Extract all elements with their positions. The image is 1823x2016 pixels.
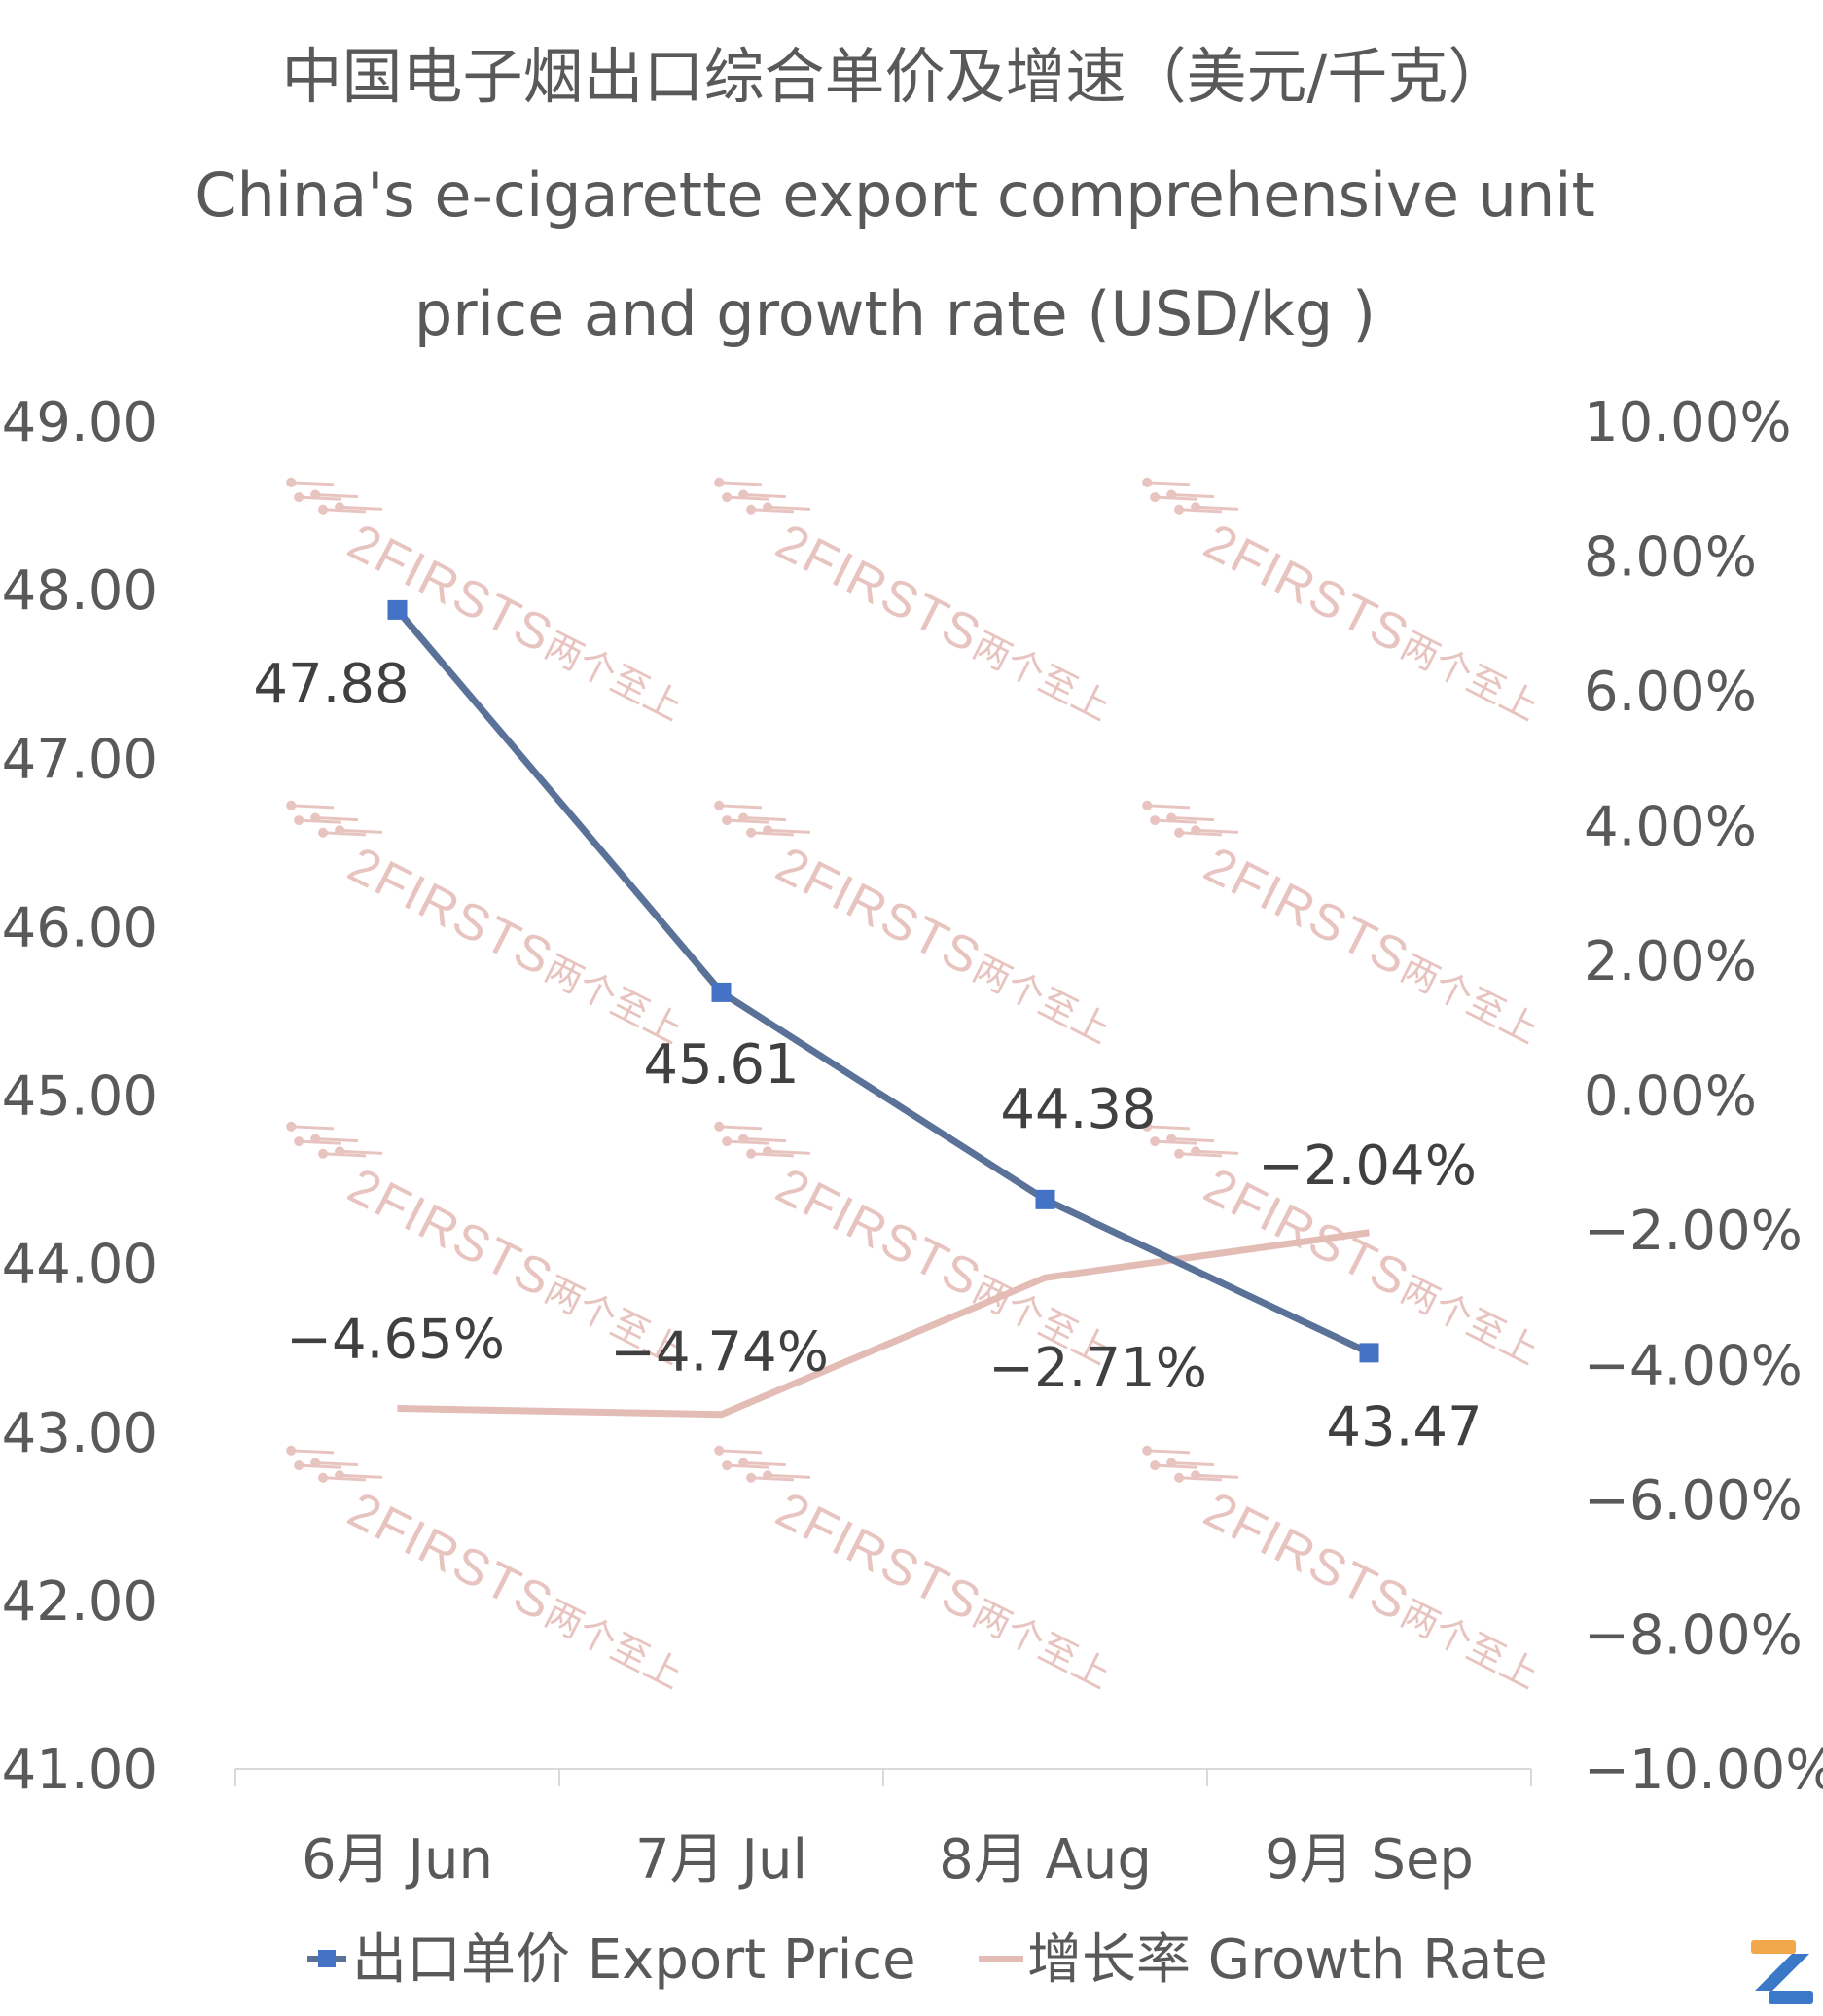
y-right-tick-label: 8.00% xyxy=(1584,526,1757,590)
legend-item-export-price: 出口单价 Export Price xyxy=(307,1928,916,1992)
watermark-text-cn: 两个至上 xyxy=(966,1592,1117,1697)
export-price-data-label: 44.38 xyxy=(1000,1078,1156,1141)
y-left-tick-label: 42.00 xyxy=(2,1570,158,1634)
watermark-text: 2FIRSTS xyxy=(340,514,562,665)
watermark-text-cn: 两个至上 xyxy=(538,1592,689,1697)
export-price-data-label: 47.88 xyxy=(253,653,409,716)
watermark-text: 2FIRSTS xyxy=(1196,514,1418,665)
watermark-text-cn: 两个至上 xyxy=(966,947,1117,1052)
legend-marker-export-price xyxy=(318,1950,336,1967)
watermark-text: 2FIRSTS xyxy=(768,1482,990,1633)
x-category-label: 8月 Aug xyxy=(939,1828,1152,1891)
watermark-text: 2FIRSTS xyxy=(340,1158,562,1309)
x-axis: 6月 Jun 7月 Jul 8月 Aug 9月 Sep xyxy=(234,1769,1532,1891)
y-right-tick-label: 10.00% xyxy=(1584,391,1792,454)
series-line-export-price xyxy=(394,607,1371,1356)
export-price-marker xyxy=(1035,1189,1055,1209)
y-left-tick-label: 49.00 xyxy=(2,391,158,454)
y-right-tick-label: 4.00% xyxy=(1584,796,1757,859)
y-axis-left: 41.00 42.00 43.00 44.00 45.00 46.00 47.00 48.00… xyxy=(2,391,158,1802)
series-line-growth-rate xyxy=(397,1229,1370,1419)
watermark-text-cn: 两个至上 xyxy=(966,624,1117,729)
y-left-tick-label: 46.00 xyxy=(2,896,158,959)
legend-item-growth-rate: 增长率 Growth Rate xyxy=(979,1928,1548,1992)
legend: 出口单价 Export Price 增长率 Growth Rate xyxy=(307,1928,1548,1992)
watermark-text-cn: 两个至上 xyxy=(1394,624,1545,729)
chart-subtitle-line-2: price and growth rate (USD/kg ) xyxy=(414,278,1376,349)
y-right-tick-label: −8.00% xyxy=(1584,1604,1803,1668)
x-category-label: 6月 Jun xyxy=(302,1828,493,1891)
y-left-tick-label: 45.00 xyxy=(2,1065,158,1129)
export-price-data-label: 45.61 xyxy=(643,1033,799,1097)
export-price-marker xyxy=(711,982,732,1002)
y-right-tick-label: −4.00% xyxy=(1584,1335,1803,1398)
watermark-text: 2FIRSTS xyxy=(768,514,990,665)
export-price-marker xyxy=(387,599,408,620)
x-category-label: 9月 Sep xyxy=(1265,1828,1474,1891)
y-right-tick-label: −2.00% xyxy=(1584,1200,1803,1263)
y-left-tick-label: 47.00 xyxy=(2,728,158,791)
export-price-marker xyxy=(1359,1343,1379,1363)
y-left-tick-label: 48.00 xyxy=(2,559,158,623)
watermark-text: 2FIRSTS xyxy=(340,837,562,988)
watermark-text-cn: 两个至上 xyxy=(538,624,689,729)
growth-rate-data-label: −4.74% xyxy=(610,1321,829,1385)
watermark-text-cn: 两个至上 xyxy=(1394,947,1545,1052)
export-price-data-label: 43.47 xyxy=(1326,1395,1482,1458)
y-right-tick-label: 0.00% xyxy=(1584,1065,1757,1129)
y-right-tick-label: 2.00% xyxy=(1584,930,1757,993)
y-axis-right: −10.00% −8.00% −6.00% −4.00% −2.00% 0.00% 2.00… xyxy=(1584,391,1823,1802)
growth-rate-data-label: −4.65% xyxy=(286,1309,505,1372)
legend-label-growth-rate: 增长率 Growth Rate xyxy=(1027,1928,1548,1992)
y-right-tick-label: 6.00% xyxy=(1584,661,1757,724)
watermark-text-cn: 两个至上 xyxy=(1394,1592,1545,1697)
legend-label-export-price: 出口单价 Export Price xyxy=(352,1928,916,1992)
growth-rate-data-label: −2.71% xyxy=(988,1337,1207,1400)
watermark-layer: 2FIRSTS两个至上2FIRSTS两个至上2FIRSTS两个至上2FIRSTS… xyxy=(286,477,1546,1697)
y-left-tick-label: 43.00 xyxy=(2,1402,158,1465)
watermark-text: 2FIRSTS xyxy=(768,837,990,988)
y-left-tick-label: 41.00 xyxy=(2,1739,158,1802)
chart-title: 中国电子烟出口综合单价及增速（美元/千克） xyxy=(282,41,1509,112)
brand-logo-icon xyxy=(1751,1940,1813,2004)
watermark-text: 2FIRSTS xyxy=(340,1482,562,1633)
y-right-tick-label: −10.00% xyxy=(1584,1739,1823,1802)
plot-area: 47.88 45.61 44.38 43.47 −4.65% −4.74% −2.71% −2… xyxy=(253,599,1483,1458)
watermark-text: 2FIRSTS xyxy=(768,1158,990,1309)
watermark-text: 2FIRSTS xyxy=(1196,837,1418,988)
watermark-text-cn: 两个至上 xyxy=(1394,1268,1545,1373)
y-left-tick-label: 44.00 xyxy=(2,1234,158,1297)
watermark-text: 2FIRSTS xyxy=(1196,1482,1418,1633)
chart-subtitle-line-1: China's e-cigarette export comprehensive… xyxy=(195,160,1595,231)
growth-rate-data-label: −2.04% xyxy=(1258,1134,1477,1198)
y-right-tick-label: −6.00% xyxy=(1584,1469,1803,1532)
x-category-label: 7月 Jul xyxy=(635,1828,807,1891)
